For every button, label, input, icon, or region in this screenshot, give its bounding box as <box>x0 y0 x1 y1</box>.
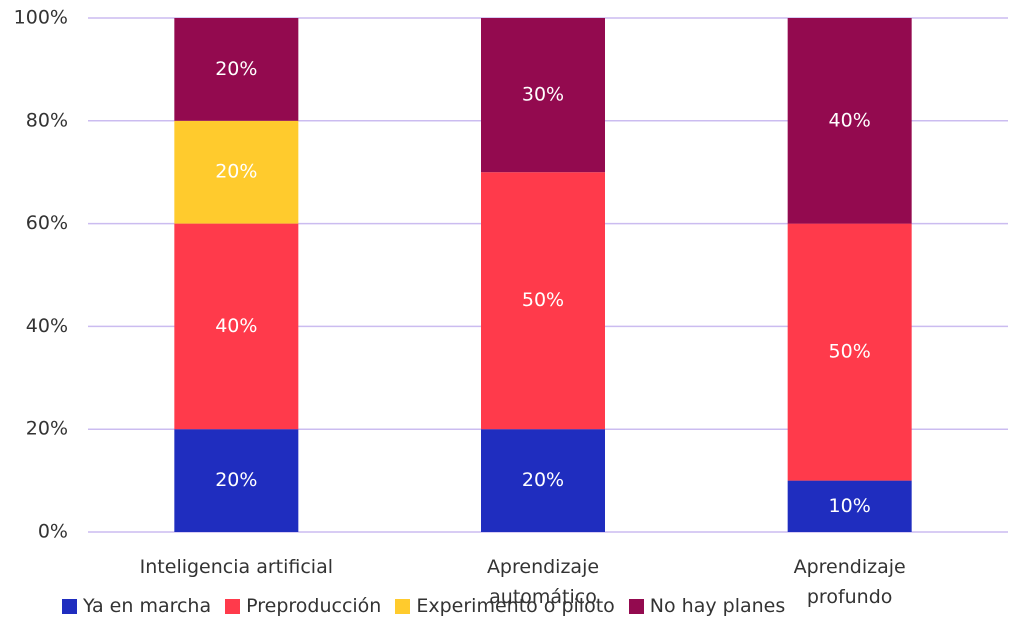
x-tick-label: Inteligencia artificial <box>139 556 333 578</box>
x-tick-label: Aprendizaje automático <box>486 556 600 608</box>
y-tick-label: 20% <box>26 418 68 440</box>
legend-item: Experimento o piloto <box>395 595 615 617</box>
bar-segment <box>787 223 912 481</box>
data-label: 20% <box>522 469 564 491</box>
y-tick-label: 40% <box>26 315 68 337</box>
legend-label: Experimento o piloto <box>416 595 615 617</box>
legend-swatch <box>628 598 644 614</box>
legend-swatch <box>225 598 241 614</box>
y-tick-label: 100% <box>14 7 68 29</box>
legend-label: Preproducción <box>246 595 382 617</box>
data-label: 40% <box>215 315 257 337</box>
bar-segment <box>481 172 605 430</box>
bar-segment <box>174 223 299 430</box>
legend-swatch <box>62 598 77 614</box>
data-label: 40% <box>829 109 871 131</box>
bar-segment <box>787 18 912 224</box>
bar-segment <box>174 429 299 532</box>
legend-label: Ya en marcha <box>83 595 212 617</box>
legend: Ya en marcha Preproducción Experimento o p… <box>62 595 785 617</box>
y-tick-label: 0% <box>38 521 68 543</box>
bar-segment <box>174 120 299 224</box>
x-tick-label: Aprendizaje profundo <box>793 556 906 608</box>
y-tick-label: 80% <box>26 109 68 131</box>
data-label: 20% <box>215 58 257 80</box>
legend-item: Ya en marcha <box>62 595 211 617</box>
legend-item: Preproducción <box>225 595 381 617</box>
data-label: 50% <box>829 341 871 363</box>
bar-segment <box>481 18 605 173</box>
data-label: 30% <box>522 84 564 106</box>
legend-swatch <box>395 598 411 614</box>
bar-segment <box>787 480 912 532</box>
y-tick-label: 60% <box>26 212 68 234</box>
data-label: 20% <box>215 161 257 183</box>
bar-segment <box>481 429 605 532</box>
bar-segment <box>174 18 299 121</box>
legend-label: No hay planes <box>649 595 786 617</box>
data-label: 20% <box>215 469 257 491</box>
data-label: 50% <box>522 289 564 311</box>
legend-item: No hay planes <box>628 595 786 617</box>
data-label: 10% <box>829 495 871 517</box>
